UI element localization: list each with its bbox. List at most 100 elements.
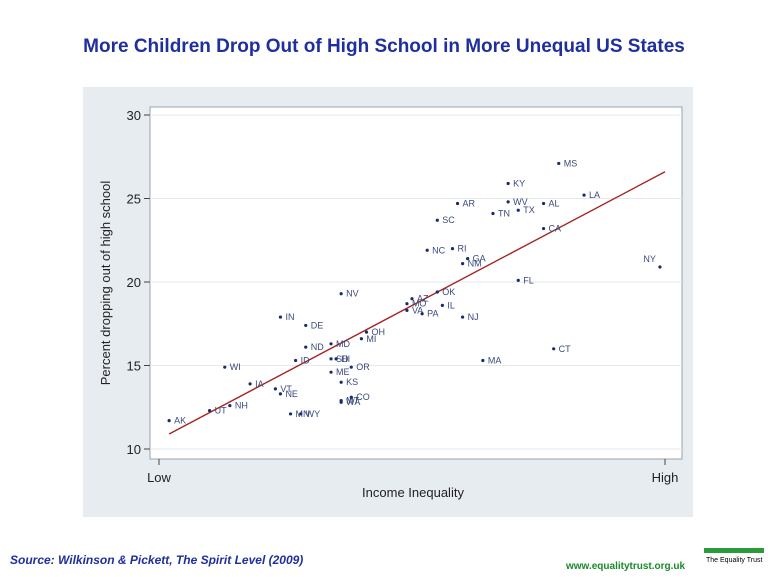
point-label: FL: [523, 275, 534, 285]
data-point: [208, 408, 212, 413]
data-point: [278, 315, 283, 319]
data-point: [658, 265, 662, 269]
point-label: ME: [336, 367, 350, 377]
data-point: [349, 365, 353, 369]
data-point: [288, 412, 293, 416]
point-label: KS: [346, 377, 358, 387]
data-point: [440, 303, 444, 307]
point-label: AR: [463, 199, 476, 209]
y-tick-label: 10: [127, 442, 141, 457]
data-point: [364, 330, 369, 334]
point-label: CO: [356, 392, 370, 402]
point-label: MN: [296, 409, 310, 419]
data-point: [435, 290, 439, 294]
data-point: [461, 262, 465, 266]
point-label: MA: [488, 355, 502, 365]
point-label: GA: [473, 254, 486, 264]
data-point: [455, 201, 460, 206]
data-point: [557, 161, 561, 166]
y-tick-label: 20: [127, 275, 141, 290]
point-label: IL: [447, 300, 455, 310]
point-label: WV: [513, 197, 528, 207]
data-point: [516, 208, 520, 212]
point-label: ID: [301, 355, 311, 365]
point-label: MT: [346, 396, 359, 406]
point-label: MD: [336, 339, 350, 349]
data-point: [491, 211, 495, 216]
point-label: ND: [311, 342, 324, 352]
point-label: KY: [513, 178, 525, 188]
data-point: [334, 357, 338, 361]
point-label: NJ: [468, 312, 479, 322]
data-point: [339, 400, 343, 404]
data-point: [304, 345, 308, 349]
data-point: [450, 247, 455, 251]
data-point: [506, 200, 510, 204]
data-point: [541, 201, 546, 206]
chart-panel: 10 15 20 25 30 Low High AK UT NH WI IA VT NE MN WY IN DE…: [83, 87, 693, 517]
data-point: [299, 412, 303, 416]
point-label: AZ: [417, 294, 429, 304]
fit-line: [168, 171, 666, 435]
data-point: [359, 337, 363, 341]
data-point: [339, 292, 343, 296]
website-link[interactable]: www.equalitytrust.org.uk: [566, 561, 686, 572]
data-point: [425, 248, 429, 252]
data-point: [420, 312, 424, 316]
point-label: OH: [371, 327, 385, 337]
data-point: [410, 297, 414, 301]
point-label: WI: [230, 362, 241, 372]
y-tick-label: 30: [127, 108, 141, 123]
point-label: TX: [523, 205, 535, 215]
data-point: [278, 392, 283, 396]
data-point: [405, 308, 409, 312]
data-point: [461, 315, 465, 319]
data-point: [329, 370, 333, 374]
point-label: MS: [564, 158, 578, 168]
data-point: [405, 302, 409, 306]
data-point: [516, 278, 520, 282]
y-tick-label: 15: [127, 359, 141, 374]
point-label: OR: [356, 362, 370, 372]
data-point: [339, 380, 343, 384]
axes: 10 15 20 25 30 Low High: [127, 108, 679, 485]
data-point: [541, 226, 546, 231]
data-point: [329, 357, 333, 361]
point-label: WY: [306, 409, 321, 419]
point-label: SC: [442, 215, 455, 225]
point-label: VA: [412, 305, 423, 315]
point-label: AL: [549, 199, 560, 209]
point-label: IA: [255, 379, 264, 389]
page-title: More Children Drop Out of High School in…: [83, 36, 685, 57]
point-label: SD: [336, 354, 349, 364]
data-point: [167, 419, 171, 423]
point-label: MO: [412, 299, 427, 309]
data-point: [552, 347, 556, 351]
point-label: TN: [498, 209, 510, 219]
data-point: [273, 387, 277, 391]
equality-trust-logo: The Equality Trust: [704, 548, 764, 572]
data-point: [248, 382, 252, 386]
point-label: PA: [427, 309, 438, 319]
x-tick-label: High: [652, 470, 679, 485]
point-label: LA: [589, 190, 600, 200]
data-point: [466, 257, 470, 261]
data-point: [349, 395, 353, 399]
x-tick-label: Low: [147, 470, 171, 485]
point-label: NC: [432, 245, 445, 255]
point-label: NE: [285, 389, 298, 399]
x-axis-label: Income Inequality: [362, 485, 464, 500]
data-point: [223, 365, 227, 369]
point-label: UT: [215, 406, 227, 416]
y-axis-label: Percent dropping out of high school: [98, 181, 113, 386]
plot-area: [149, 106, 683, 460]
data-point: [304, 323, 308, 328]
data-point: [481, 358, 485, 363]
source-note: Source: Wilkinson & Pickett, The Spirit …: [10, 553, 304, 567]
point-label: AK: [174, 416, 186, 426]
point-label: NM: [468, 259, 482, 269]
data-point: [435, 218, 439, 222]
gridlines: [150, 114, 682, 450]
point-label: MI: [366, 334, 376, 344]
